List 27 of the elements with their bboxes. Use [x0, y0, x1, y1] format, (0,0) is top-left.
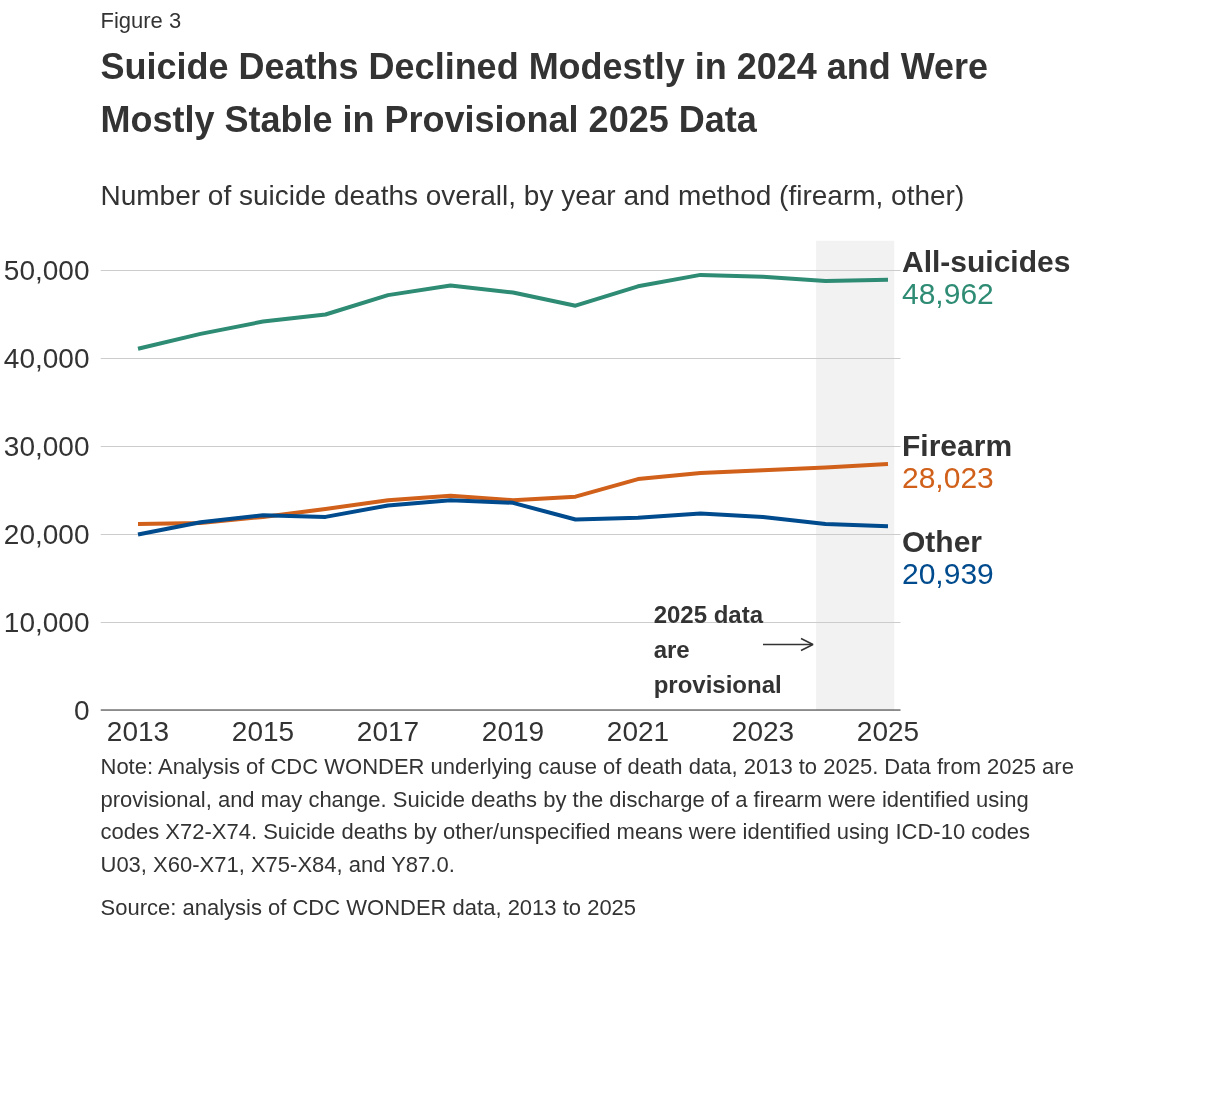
y-tick-label: 10,000	[3, 607, 90, 638]
chart-title: Suicide Deaths Declined Modestly in 2024 and Were Mostly Stable in Provisional 2025 Data	[100, 46, 989, 141]
y-tick-label: 20,000	[3, 519, 90, 550]
data-label: 28,023	[902, 460, 994, 494]
x-tick-label: 2025	[856, 715, 920, 747]
source-note: Source: analysis of CDC WONDER data, 2013 to 2025	[100, 894, 637, 920]
band-label: 2025 data are provisional	[653, 600, 782, 698]
y-tick-label: 40,000	[3, 343, 90, 374]
chart-subtitle: Number of suicide deaths overall, by year and method (firearm, other)	[100, 179, 965, 211]
line-series	[136, 272, 890, 351]
line-series	[136, 498, 890, 537]
x-tick-label: 2015	[231, 715, 295, 747]
y-tick-label: 0	[73, 695, 90, 726]
x-tick-label: 2021	[606, 715, 670, 747]
y-tick-label: 50,000	[3, 255, 90, 286]
data-label: 48,962	[902, 276, 994, 310]
x-tick-label: 2023	[731, 715, 795, 747]
series-label: Firearm	[902, 428, 1013, 462]
series-label: All-suicides	[902, 244, 1071, 278]
series-label: Other	[902, 524, 983, 558]
y-tick-label: 30,000	[3, 431, 90, 462]
x-tick-label: 2017	[356, 715, 420, 747]
data-label: 20,939	[902, 556, 994, 590]
x-tick-label: 2013	[106, 715, 170, 747]
caption: Figure 3	[100, 7, 182, 33]
text: Note: Analysis of CDC WONDER underlying cause of death data, 2013 to 2025. Data from 2025 are provisional, and may change. Suicide deaths by the discharge of a firearm were identified using codes X72-X74. Suicide deaths by other/unspecified means were identified using ICD-10 codes U03, X60-X71, X75-X84, and Y87.0.	[100, 754, 1074, 877]
x-tick-label: 2019	[481, 715, 545, 747]
